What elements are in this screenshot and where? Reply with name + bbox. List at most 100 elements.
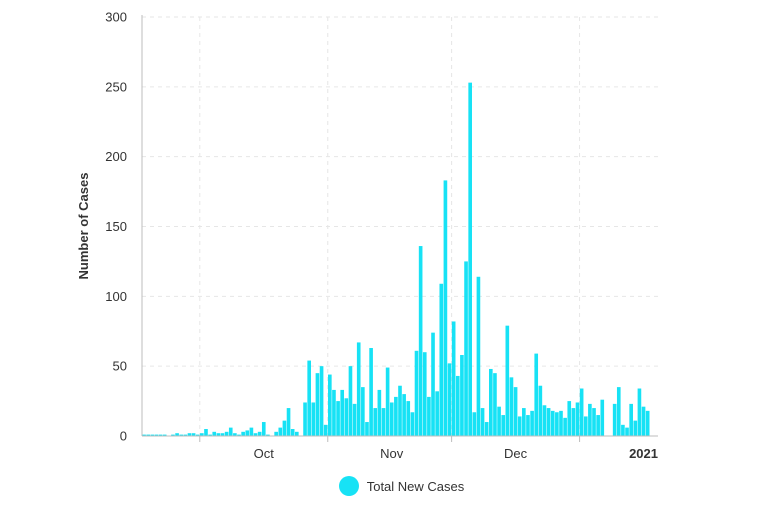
bar[interactable] (352, 403, 357, 436)
bar[interactable] (497, 406, 501, 436)
bar[interactable] (538, 385, 543, 436)
bar[interactable] (154, 434, 159, 436)
bar[interactable] (233, 433, 237, 436)
bar[interactable] (505, 325, 510, 436)
bar[interactable] (563, 417, 567, 436)
bar[interactable] (187, 433, 192, 436)
bar[interactable] (625, 427, 629, 436)
bar[interactable] (418, 246, 423, 436)
bar[interactable] (307, 360, 312, 436)
bar[interactable] (488, 368, 493, 436)
bar[interactable] (204, 429, 208, 436)
bar[interactable] (534, 353, 539, 436)
bar[interactable] (241, 431, 245, 436)
bar[interactable] (361, 387, 365, 436)
bar[interactable] (410, 412, 415, 436)
bar[interactable] (641, 406, 646, 436)
bar[interactable] (328, 374, 332, 436)
bar[interactable] (414, 350, 419, 436)
bar[interactable] (550, 410, 555, 436)
bar[interactable] (212, 431, 217, 436)
bar[interactable] (600, 399, 605, 436)
bar[interactable] (261, 422, 266, 436)
bar[interactable] (373, 408, 378, 436)
bar[interactable] (365, 422, 369, 436)
bar[interactable] (377, 389, 382, 436)
bar[interactable] (567, 401, 572, 436)
bar[interactable] (266, 434, 270, 436)
bar[interactable] (472, 412, 477, 436)
bar[interactable] (348, 366, 353, 436)
bar[interactable] (575, 402, 580, 436)
bar[interactable] (447, 363, 452, 436)
bar[interactable] (530, 410, 534, 436)
bar[interactable] (183, 434, 188, 436)
bar[interactable] (517, 416, 522, 436)
bar[interactable] (286, 408, 291, 436)
bar[interactable] (464, 261, 468, 436)
bar[interactable] (435, 391, 439, 436)
bar[interactable] (546, 408, 551, 436)
bar[interactable] (468, 82, 472, 436)
bar[interactable] (394, 396, 398, 436)
bar[interactable] (323, 424, 328, 436)
bar[interactable] (257, 431, 262, 436)
bar[interactable] (150, 434, 155, 436)
bar[interactable] (559, 410, 563, 436)
bar[interactable] (484, 422, 489, 436)
legend-item-total-new-cases[interactable]: Total New Cases (338, 476, 464, 496)
bar[interactable] (571, 408, 576, 436)
bar[interactable] (336, 401, 340, 436)
bar[interactable] (480, 408, 485, 436)
bar[interactable] (220, 433, 225, 436)
bar[interactable] (162, 434, 167, 436)
bar[interactable] (142, 434, 146, 436)
bar[interactable] (542, 405, 547, 436)
bar[interactable] (629, 403, 633, 436)
bar[interactable] (455, 375, 460, 436)
bar[interactable] (579, 388, 584, 436)
bar[interactable] (340, 389, 345, 436)
bar[interactable] (509, 377, 514, 436)
bar[interactable] (439, 283, 444, 436)
bar[interactable] (583, 416, 588, 436)
bar[interactable] (369, 348, 373, 436)
bar[interactable] (385, 367, 390, 436)
bar[interactable] (311, 402, 316, 436)
bar[interactable] (146, 434, 151, 436)
bar[interactable] (158, 434, 163, 436)
bar[interactable] (431, 332, 435, 436)
bar[interactable] (621, 424, 625, 436)
bar[interactable] (476, 276, 481, 436)
bar[interactable] (356, 342, 361, 436)
bar[interactable] (555, 412, 559, 436)
bar[interactable] (200, 433, 204, 436)
bar[interactable] (303, 402, 307, 436)
bar[interactable] (315, 373, 320, 436)
bar[interactable] (616, 387, 621, 436)
bar[interactable] (216, 433, 221, 436)
bar[interactable] (208, 434, 212, 436)
bar[interactable] (422, 352, 427, 436)
bar[interactable] (195, 434, 200, 436)
bar[interactable] (381, 408, 386, 436)
bar[interactable] (460, 354, 464, 436)
bar[interactable] (451, 321, 456, 436)
bar[interactable] (389, 402, 394, 436)
bar[interactable] (228, 427, 233, 436)
bar[interactable] (171, 434, 175, 436)
bar[interactable] (245, 430, 250, 436)
bar[interactable] (501, 415, 506, 436)
bar[interactable] (344, 398, 349, 436)
bar[interactable] (588, 403, 592, 436)
bar[interactable] (406, 401, 411, 436)
bar[interactable] (237, 434, 241, 436)
bar[interactable] (253, 433, 258, 436)
bar[interactable] (402, 394, 406, 436)
bar[interactable] (398, 385, 402, 436)
bar[interactable] (612, 403, 617, 436)
bar[interactable] (191, 433, 196, 436)
bar[interactable] (427, 396, 431, 436)
bar[interactable] (282, 420, 287, 436)
bar[interactable] (596, 415, 600, 436)
